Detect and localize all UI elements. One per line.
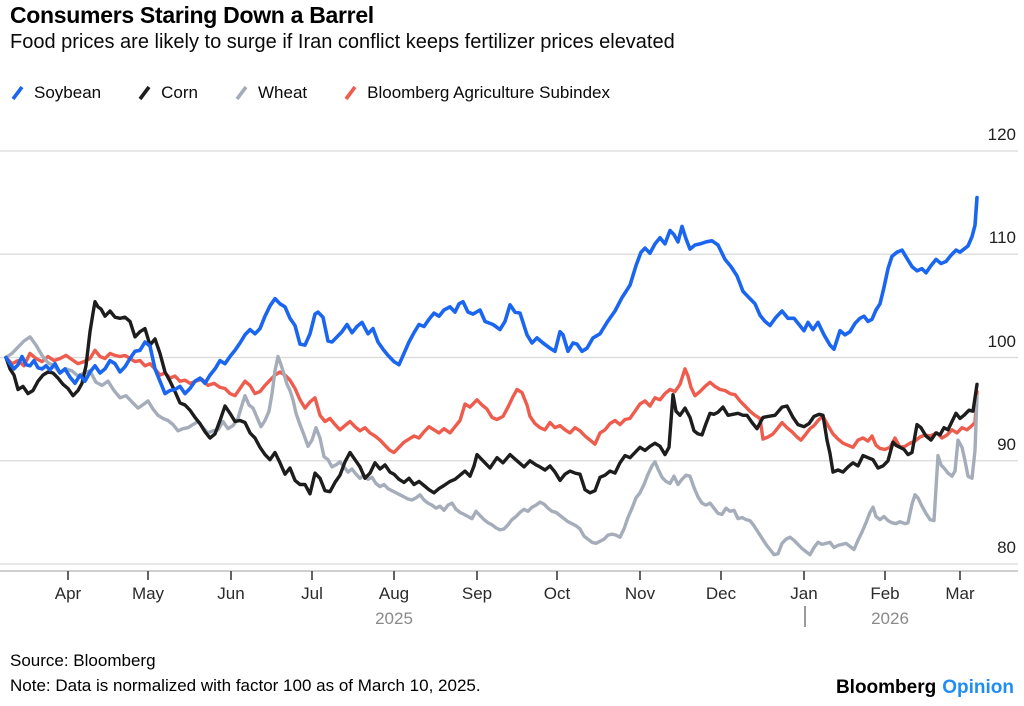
x-tick-label: Feb <box>870 584 900 603</box>
source-text: Source: Bloomberg <box>10 651 156 670</box>
x-tick-label: Apr <box>54 584 82 603</box>
legend-label: Soybean <box>34 83 102 102</box>
y-tick-label: 90 <box>997 434 1016 454</box>
brand-bloomberg: Bloomberg <box>835 677 937 698</box>
wheat-slash-icon <box>235 85 248 101</box>
legend-item-wheat: Wheat <box>234 83 307 103</box>
page-title: Consumers Staring Down a Barrel <box>10 2 374 28</box>
legend-item-corn: Corn <box>137 83 198 103</box>
x-tick-label: Mar <box>945 584 975 603</box>
x-tick-label: Jun <box>217 584 245 603</box>
y-tick-label: 110 <box>988 228 1016 248</box>
legend-item-agriculture-subindex: Bloomberg Agriculture Subindex <box>343 83 610 103</box>
year-label: 2026 <box>871 609 909 628</box>
x-tick-label: Oct <box>543 584 571 603</box>
x-tick-label: May <box>131 584 165 603</box>
note-text: Note: Data is normalized with factor 100… <box>10 676 481 695</box>
y-tick-label: 80 <box>997 538 1016 557</box>
legend-label: Bloomberg Agriculture Subindex <box>367 83 610 102</box>
subindex-slash-icon <box>344 85 357 101</box>
bloomberg-opinion-logo: Bloomberg Opinion <box>836 677 1014 699</box>
soybean-slash-icon <box>11 85 24 101</box>
chart-legend: Soybean Corn Wheat Bloomberg Agriculture… <box>10 83 610 103</box>
x-tick-label: Jan <box>790 584 818 603</box>
x-tick-label: Nov <box>624 584 656 603</box>
x-tick-label: Sep <box>461 584 493 603</box>
page-subtitle: Food prices are likely to surge if Iran … <box>10 31 675 53</box>
legend-label: Wheat <box>257 83 308 102</box>
legend-item-soybean: Soybean <box>10 83 101 103</box>
x-tick-label: Dec <box>705 584 737 603</box>
x-tick-label: Jul <box>301 584 323 603</box>
year-divider-mark <box>804 606 806 627</box>
y-tick-label: 100 <box>987 331 1016 351</box>
y-tick-label: 120 <box>987 125 1016 144</box>
x-tick-label: Aug <box>378 584 410 603</box>
year-label: 2025 <box>375 609 413 628</box>
legend-label: Corn <box>161 83 198 102</box>
brand-opinion: Opinion <box>942 677 1014 698</box>
corn-slash-icon <box>138 85 151 101</box>
